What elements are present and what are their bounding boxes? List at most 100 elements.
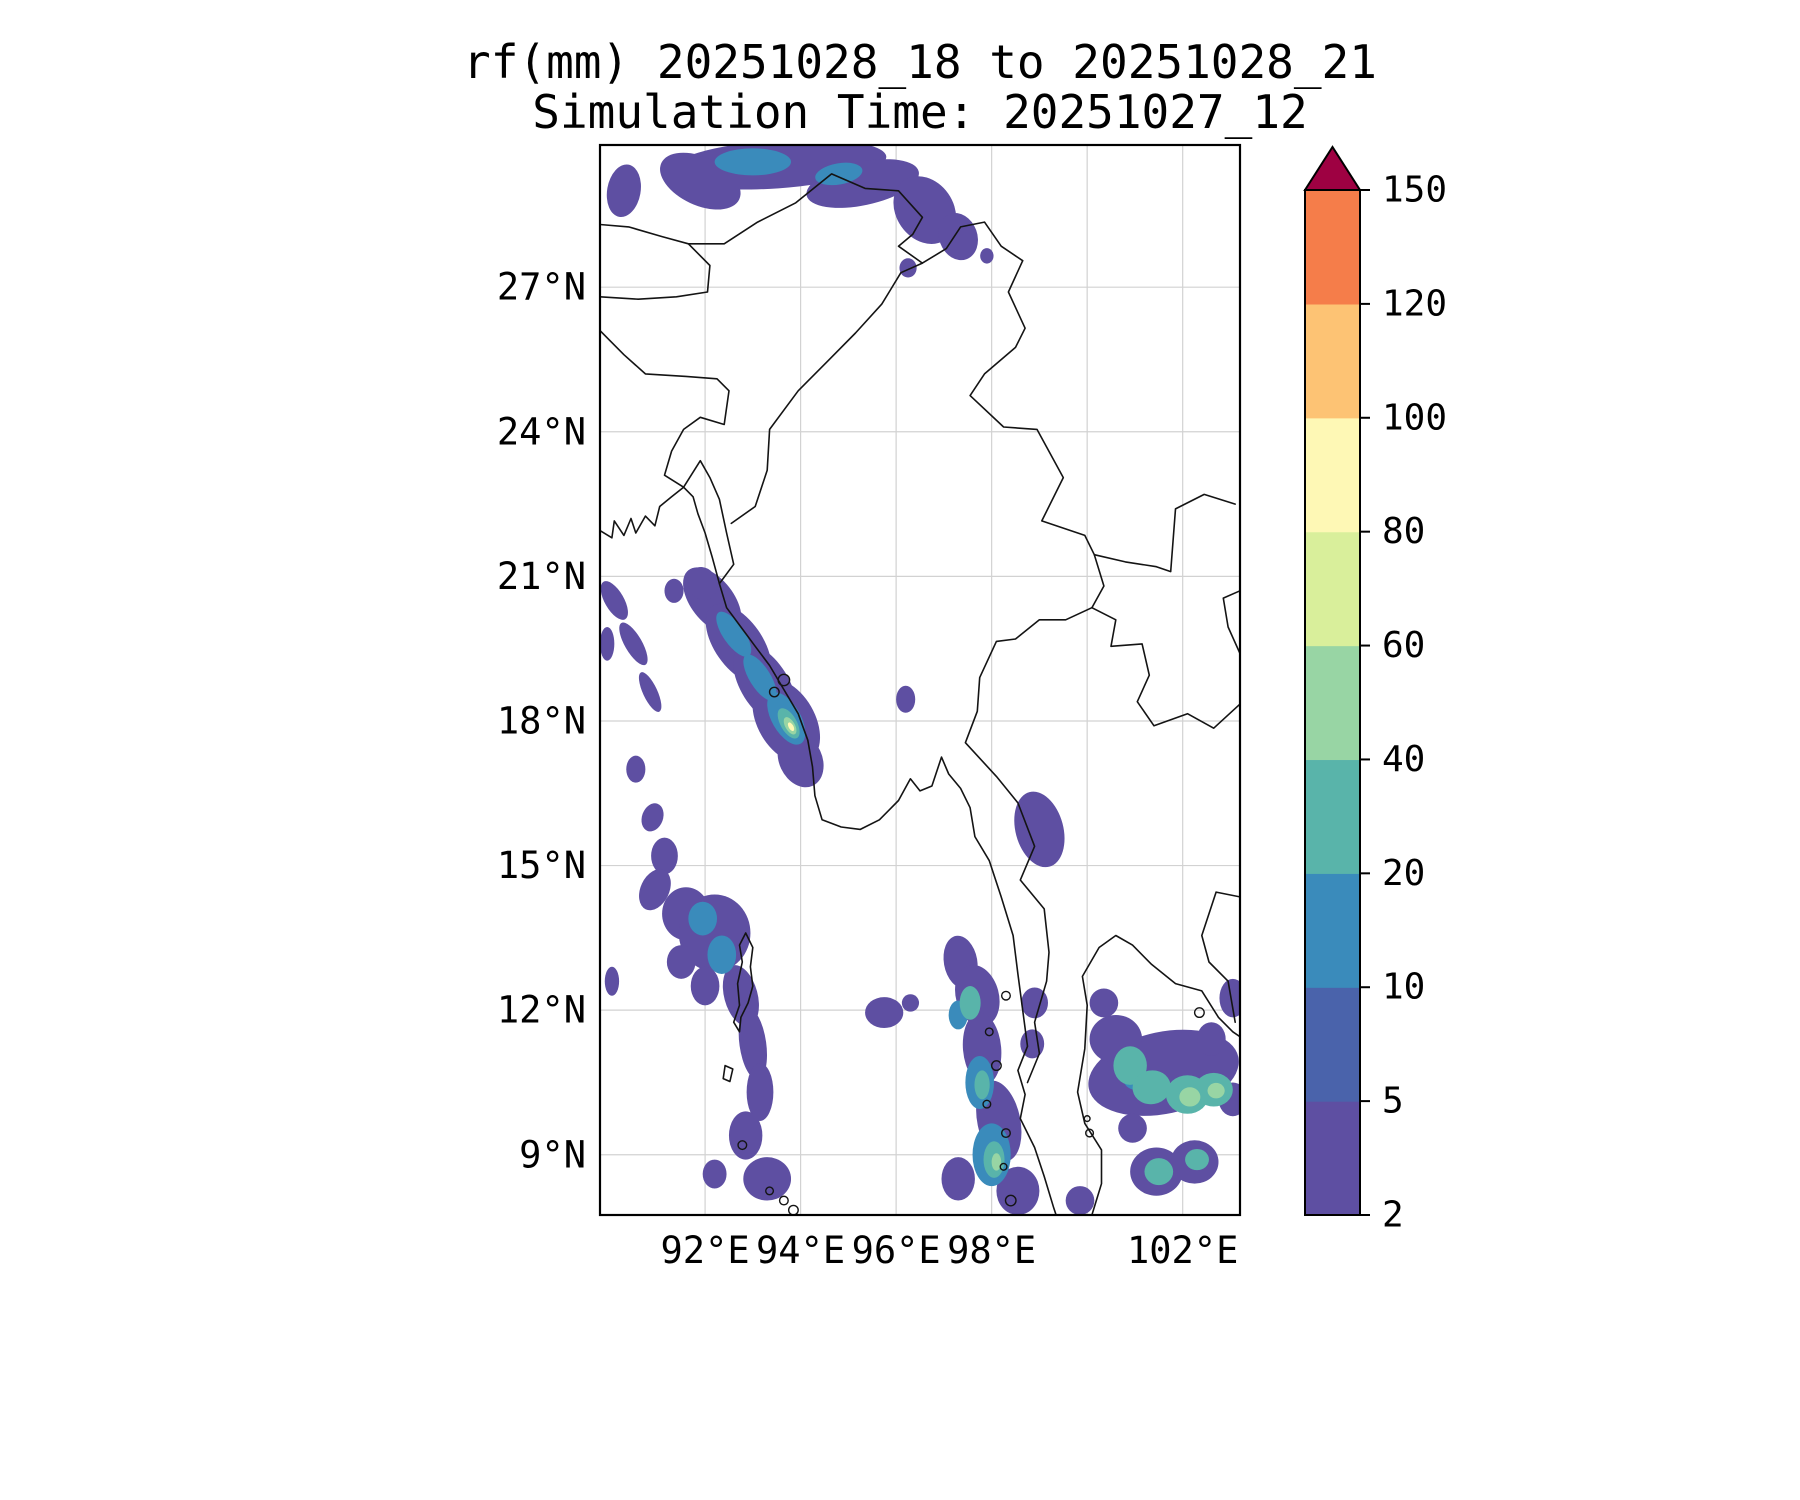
colorbar-extend-arrow (1303, 145, 1362, 191)
colorbar-tick-label: 20 (1382, 853, 1425, 894)
lat-tick-label: 18°N (497, 699, 586, 742)
island-outline (737, 1140, 748, 1151)
colorbar-tick-label: 60 (1382, 625, 1425, 666)
rain-cell-2mm (980, 248, 994, 264)
rain-cell-10mm (714, 148, 792, 176)
coastlines-and-borders (600, 173, 1240, 1215)
rain-cell-10mm (688, 901, 718, 936)
rain-cell-2mm (600, 581, 628, 620)
rain-cell-2mm (1118, 1113, 1147, 1143)
rain-cell-2mm (996, 1166, 1040, 1215)
rain-cell-2mm (1219, 978, 1240, 1018)
rain-cell-2mm (604, 966, 620, 996)
rain-cell-20mm (1144, 1158, 1174, 1186)
colorbar-segment-120-150 (1305, 190, 1360, 305)
island-outline (787, 1204, 799, 1215)
rain-cell-40mm (1179, 1087, 1201, 1107)
lat-tick-label: 27°N (497, 266, 586, 309)
rain-cell-20mm (959, 986, 981, 1020)
colorbar-segment-100-120 (1305, 303, 1360, 419)
rain-cell-20mm (1113, 1046, 1147, 1085)
colorbar-tick-label: 100 (1382, 397, 1447, 438)
lon-tick-label: 98°E (947, 1229, 1036, 1272)
rain-cell-40mm (1207, 1082, 1225, 1099)
lon-tick-label: 92°E (661, 1229, 750, 1272)
border-bangladesh-india (600, 329, 735, 585)
rain-cell-2mm (688, 567, 718, 601)
lat-tick-label: 9°N (519, 1133, 586, 1176)
colorbar-segment-5-10 (1305, 987, 1360, 1102)
rain-cell-2mm (619, 622, 648, 666)
colorbar-tick-label: 5 (1382, 1081, 1404, 1122)
rain-cell-2mm (639, 869, 671, 911)
lon-tick-label: 102°E (1127, 1229, 1238, 1272)
colorbar-tick-label: 10 (1382, 967, 1425, 1008)
rain-cell-2mm (899, 258, 917, 278)
map-frame (598, 143, 1242, 1217)
coast-bay-of-bengal-myanmar (600, 486, 1057, 1215)
rain-cell-10mm (815, 162, 863, 186)
island-outline (990, 1060, 1002, 1072)
rain-cell-2mm (651, 837, 678, 875)
rain-cell-2mm (702, 1159, 727, 1189)
colorbar-tick-label: 150 (1382, 170, 1447, 211)
lat-tick-label: 21°N (497, 555, 586, 598)
island-outline (999, 1162, 1008, 1171)
border-laos-vietnam (1222, 590, 1240, 655)
rain-cell-2mm (666, 945, 696, 979)
colorbar-outline (1304, 189, 1361, 1216)
colorbar-tick-label: 40 (1382, 739, 1425, 780)
rain-cell-2mm (690, 966, 720, 1006)
rain-cell-2mm (1065, 1186, 1095, 1215)
rain-cell-2mm (638, 672, 662, 712)
border-myanmar-thailand (964, 606, 1093, 1084)
colorbar-segment-60-80 (1305, 531, 1360, 647)
border-mekong-tripoint (1091, 553, 1105, 609)
border-india-myanmar (730, 262, 924, 525)
island-outline (982, 1099, 992, 1109)
figure-subtitle: Simulation Time: 20251027_12 (532, 85, 1307, 139)
border-thailand-laos (1091, 606, 1240, 729)
axis-tick-labels: 27°N 24°N 21°N 18°N 15°N 12°N 9°N 92°E 94°E 96°E 9… (497, 266, 1238, 1272)
island-outline (777, 673, 791, 687)
rain-cell-2mm (1021, 987, 1048, 1019)
rain-cell-2mm (941, 1157, 975, 1201)
island-outline (1193, 1007, 1205, 1019)
rain-cell-2mm (600, 626, 615, 661)
island-outline (1085, 1128, 1095, 1138)
rain-cell-80mm (787, 722, 795, 732)
border-thailand-cambodia (1201, 891, 1240, 1023)
island-andaman-main (732, 932, 754, 1033)
border-india-china (687, 173, 1024, 264)
lat-tick-label: 15°N (497, 844, 586, 887)
island-outline (1083, 1115, 1091, 1123)
rain-cell-20mm (974, 1070, 990, 1100)
rain-cell-2mm (1197, 1022, 1226, 1056)
colorbar-tick-label: 2 (1382, 1195, 1404, 1236)
lon-tick-label: 94°E (756, 1229, 845, 1272)
rain-cell-10mm (707, 935, 737, 975)
rain-cell-10mm (743, 654, 777, 701)
rain-cell-2mm (896, 685, 916, 713)
colorbar: 2 5 10 20 40 60 80 100 120 150 (1303, 145, 1447, 1236)
rain-cell-2mm (743, 1157, 792, 1201)
rain-cell-2mm (746, 1063, 774, 1122)
rain-cell-2mm (865, 997, 904, 1028)
coast-gulf-of-thailand (1076, 934, 1240, 1215)
island-outline (1004, 1194, 1017, 1207)
lon-tick-label: 96°E (852, 1229, 941, 1272)
colorbar-segment-2-5 (1305, 1101, 1360, 1216)
rain-cell-2mm (664, 578, 684, 603)
lat-tick-label: 24°N (497, 410, 586, 453)
rain-cell-2mm (728, 1111, 763, 1160)
rain-cell-2mm (641, 803, 664, 832)
island-outline (984, 1027, 994, 1037)
rain-cell-20mm (1185, 1148, 1209, 1171)
border-bhutan (600, 223, 711, 300)
rain-cell-2mm (1014, 791, 1065, 868)
colorbar-segment-80-100 (1305, 417, 1360, 533)
island-outline (1000, 1128, 1011, 1139)
lat-tick-label: 12°N (497, 989, 586, 1032)
